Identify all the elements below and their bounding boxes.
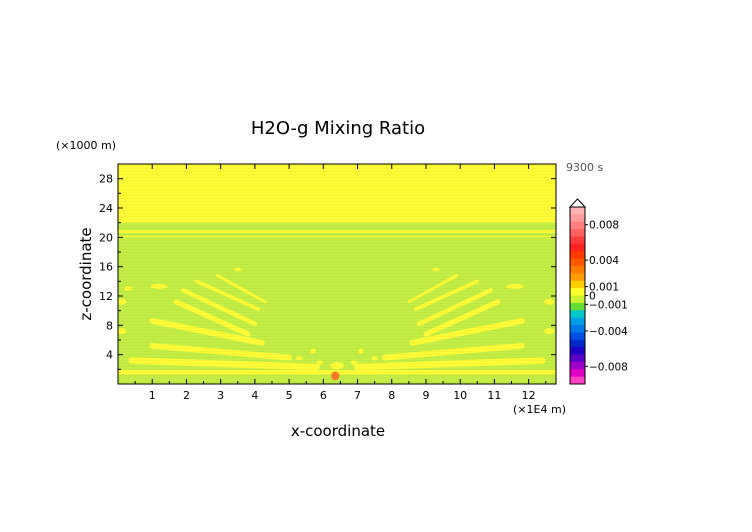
colorbar-tick-label: 0 — [589, 291, 596, 303]
colorbar-swatch — [570, 354, 585, 363]
x-tick-label: 11 — [487, 389, 501, 402]
chart-title: H2O-g Mixing Ratio — [251, 118, 425, 139]
x-axis-ticks: 1 2 3 4 5 6 7 8 9 10 11 12 — [134, 164, 547, 402]
colorbar-swatch — [570, 325, 585, 333]
colorbar-swatch — [570, 295, 585, 304]
colorbar-tick-label: 0.008 — [589, 220, 619, 232]
colorbar-swatch — [570, 339, 585, 348]
colorbar-swatch — [570, 266, 585, 274]
colorbar-tick-label: 0.001 — [589, 282, 619, 294]
colorbar-swatch — [570, 302, 585, 311]
y-tick-label: 8 — [106, 319, 113, 332]
x-tick-label: 3 — [217, 389, 224, 402]
colorbar-swatch — [570, 243, 585, 252]
y-tick-label: 20 — [99, 231, 113, 244]
y-axis-label: z-coordinate — [77, 227, 95, 320]
x-tick-label: 8 — [388, 389, 395, 402]
colorbar-swatch — [570, 214, 585, 223]
colorbar-swatch — [570, 273, 585, 282]
colorbar-swatch — [570, 207, 585, 215]
x-tick-label: 12 — [522, 389, 536, 402]
colorbar-swatch — [570, 361, 585, 370]
x-axis-label: x-coordinate — [291, 422, 385, 440]
colorbar-tick-label: −0.008 — [589, 361, 628, 373]
y-tick-label: 4 — [106, 349, 113, 362]
colorbar-swatch — [570, 332, 585, 341]
colorbar-swatch — [570, 288, 585, 296]
colorbar-swatch — [570, 229, 585, 237]
y-tick-label: 16 — [99, 261, 113, 274]
x-tick-label: 2 — [183, 389, 190, 402]
x-tick-label: 10 — [453, 389, 467, 402]
colorbar-swatch — [570, 236, 585, 245]
x-tick-label: 5 — [286, 389, 293, 402]
plot-frame — [117, 163, 557, 385]
colorbar-swatch — [570, 347, 585, 355]
colorbar-extend-arrow — [568, 198, 587, 208]
y-axis-ticks: 4 8 12 16 20 24 28 — [99, 173, 556, 370]
y-tick-label: 24 — [99, 202, 113, 215]
y-unit-label: (×1000 m) — [56, 139, 116, 152]
x-tick-label: 7 — [354, 389, 361, 402]
y-tick-label: 12 — [99, 290, 113, 303]
colorbar-swatch — [570, 258, 585, 267]
colorbar-swatch — [570, 280, 585, 289]
x-tick-label: 9 — [422, 389, 429, 402]
colorbar-swatch — [570, 317, 585, 326]
colorbar-tick-label: 0.004 — [589, 255, 619, 267]
x-tick-label: 4 — [251, 389, 258, 402]
colorbar-swatch — [570, 221, 585, 230]
colorbar-swatch — [570, 251, 585, 260]
colorbar-tick-label: −0.001 — [589, 299, 628, 311]
x-unit-label: (×1E4 m) — [513, 403, 566, 416]
time-label: 9300 s — [566, 161, 603, 174]
colorbar-tick-label: −0.004 — [589, 326, 628, 338]
colorbar-swatch — [570, 376, 585, 385]
x-tick-label: 1 — [149, 389, 156, 402]
y-tick-label: 28 — [99, 173, 113, 186]
x-tick-label: 6 — [320, 389, 327, 402]
colorbar-swatch — [570, 310, 585, 319]
field-texture — [118, 164, 556, 384]
colorbar-swatch — [570, 369, 585, 378]
